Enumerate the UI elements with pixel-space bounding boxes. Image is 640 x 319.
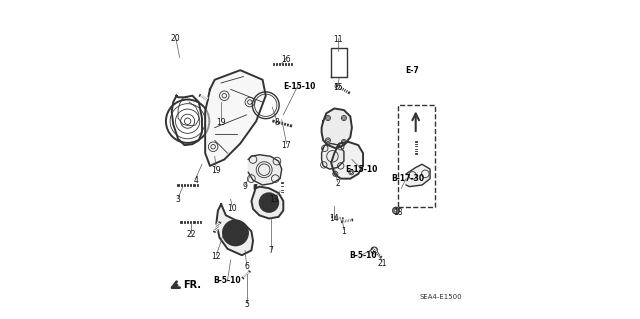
Polygon shape — [216, 204, 253, 255]
Text: 6: 6 — [244, 262, 249, 271]
Text: SEA4-E1500: SEA4-E1500 — [420, 294, 463, 300]
Text: E-7: E-7 — [406, 66, 419, 75]
Text: 4: 4 — [193, 176, 198, 185]
Text: 16: 16 — [282, 55, 291, 63]
Circle shape — [223, 220, 248, 246]
Text: 12: 12 — [212, 252, 221, 261]
Text: 3: 3 — [175, 195, 180, 204]
Text: B-17-30: B-17-30 — [391, 174, 424, 183]
Text: 5: 5 — [244, 300, 249, 309]
Text: 21: 21 — [378, 259, 387, 268]
Text: 7: 7 — [268, 246, 273, 255]
Circle shape — [259, 193, 278, 212]
Text: 8: 8 — [275, 118, 279, 127]
Text: 13: 13 — [269, 195, 278, 204]
Text: 19: 19 — [216, 118, 226, 127]
Text: 1: 1 — [342, 227, 346, 236]
Polygon shape — [252, 185, 284, 219]
Polygon shape — [248, 155, 282, 185]
Text: 14: 14 — [330, 214, 339, 223]
Polygon shape — [331, 142, 363, 179]
Text: 22: 22 — [186, 230, 196, 239]
Text: 15: 15 — [333, 83, 342, 92]
Text: FR.: FR. — [183, 279, 201, 290]
Text: B-5-10: B-5-10 — [214, 276, 241, 285]
Text: 18: 18 — [394, 208, 403, 217]
Polygon shape — [321, 108, 352, 148]
Text: 19: 19 — [211, 166, 221, 175]
Polygon shape — [205, 70, 266, 166]
Text: 9: 9 — [243, 182, 248, 191]
Text: 10: 10 — [227, 204, 237, 213]
Polygon shape — [321, 144, 344, 169]
Text: B-5-10: B-5-10 — [349, 251, 377, 260]
Text: E-15-10: E-15-10 — [346, 165, 378, 174]
Text: 17: 17 — [282, 141, 291, 150]
Text: 2: 2 — [335, 179, 340, 188]
Text: 11: 11 — [333, 35, 342, 44]
Text: 20: 20 — [171, 34, 180, 43]
Polygon shape — [406, 164, 430, 187]
Text: E-15-10: E-15-10 — [283, 82, 316, 91]
